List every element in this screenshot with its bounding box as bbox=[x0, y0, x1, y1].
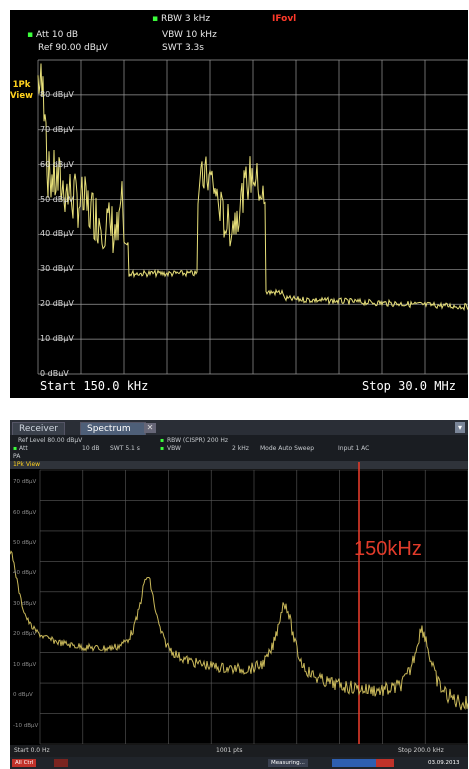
y-axis-label: 50 dBµV bbox=[13, 540, 37, 547]
ref-level-indicator: Ref 90.00 dBµV bbox=[38, 43, 108, 53]
spectrum-plot-top bbox=[37, 59, 468, 375]
y-axis-label: 60 dBµV bbox=[40, 159, 74, 169]
vbw-label: VBW bbox=[167, 445, 181, 452]
stop-frequency: Stop 30.0 MHz bbox=[362, 379, 456, 393]
y-axis-label: 0 dBµV bbox=[40, 369, 69, 378]
swt-value: SWT 5.1 s bbox=[110, 445, 140, 452]
y-axis-label: 40 dBµV bbox=[13, 570, 37, 577]
rbw-indicator: ▪ RBW 3 kHz bbox=[152, 14, 211, 24]
y-axis-label: 70 dBµV bbox=[13, 479, 37, 486]
green-dot-icon: ▪ bbox=[13, 445, 18, 452]
y-axis-label: 80 dBµV bbox=[40, 89, 74, 99]
att-value: 10 dB bbox=[82, 445, 100, 452]
status-bar: All Ctrl Measuring... 03.09.2013 bbox=[10, 757, 468, 769]
y-axis-label: 70 dBµV bbox=[40, 124, 74, 134]
green-dot-icon: ▪ bbox=[27, 30, 34, 40]
y-axis-label: 10 dBµV bbox=[13, 661, 37, 668]
spectrum-screen-bottom: Receiver Spectrum ✕ ▾ Ref Level 80.00 dB… bbox=[10, 420, 468, 769]
spectrum-screen-top: ▪ RBW 3 kHz IFovl ▪ Att 10 dB VBW 10 kHz… bbox=[10, 10, 468, 398]
ref-level: Ref Level 80.00 dBµV bbox=[18, 437, 83, 444]
trace-label: 1Pk bbox=[12, 80, 31, 90]
vbw-indicator: VBW 10 kHz bbox=[162, 30, 217, 40]
ifovl-warning: IFovl bbox=[272, 14, 297, 24]
pa-label: PA bbox=[13, 453, 21, 460]
spectrum-trace bbox=[37, 63, 468, 312]
swt-indicator: SWT 3.3s bbox=[162, 43, 204, 53]
tab-receiver[interactable]: Receiver bbox=[12, 422, 65, 436]
measurement-settings: Ref Level 80.00 dBµV ▪ Att 10 dB SWT 5.1… bbox=[10, 435, 468, 461]
window-menu-icon[interactable]: ▾ bbox=[455, 422, 465, 433]
marker-frequency-label: 150kHz bbox=[354, 538, 422, 560]
y-axis-label: 40 dBµV bbox=[40, 229, 74, 239]
status-left: All Ctrl bbox=[12, 759, 37, 767]
y-axis-label: 60 dBµV bbox=[13, 509, 37, 516]
y-axis-label: 30 dBµV bbox=[13, 600, 37, 607]
y-axis-label: -10 dBµV bbox=[13, 722, 39, 729]
y-axis-label: 30 dBµV bbox=[40, 264, 74, 274]
grid bbox=[37, 59, 468, 375]
y-axis-label: 20 dBµV bbox=[13, 631, 37, 638]
vbw-value: 2 kHz bbox=[232, 445, 249, 452]
status-date: 03.09.2013 bbox=[428, 760, 460, 766]
spectrum-plot-bottom bbox=[10, 462, 468, 745]
view-label: View bbox=[10, 91, 33, 101]
stop-frequency: Stop 200.0 kHz bbox=[398, 747, 444, 754]
mode-value: Mode Auto Sweep bbox=[260, 445, 314, 452]
tab-bar: Receiver Spectrum ✕ ▾ bbox=[10, 420, 468, 436]
frequency-span-bar: Start 150.0 kHz Stop 30.0 MHz bbox=[10, 376, 468, 398]
status-measuring: Measuring... bbox=[268, 759, 308, 767]
y-axis-label: 10 dBµV bbox=[40, 334, 74, 344]
tab-close-icon[interactable]: ✕ bbox=[144, 423, 156, 433]
status-indicator bbox=[54, 759, 68, 767]
rbw-value: RBW (CISPR) 200 Hz bbox=[167, 437, 229, 444]
start-frequency: Start 0.0 Hz bbox=[14, 747, 50, 754]
progress-bar bbox=[332, 759, 378, 767]
att-label: Att bbox=[19, 445, 28, 452]
trace-view-bar: 1Pk View bbox=[10, 461, 468, 469]
frequency-span-bar: Start 0.0 Hz 1001 pts Stop 200.0 kHz bbox=[10, 745, 468, 757]
grid bbox=[39, 469, 468, 745]
green-dot-icon: ▪ bbox=[160, 445, 165, 452]
sweep-points: 1001 pts bbox=[216, 747, 243, 754]
spectrum-trace bbox=[10, 550, 468, 711]
y-axis-label: 0 dBµV bbox=[13, 692, 33, 699]
trace-view-label: 1Pk View bbox=[13, 461, 41, 468]
att-indicator: ▪ Att 10 dB bbox=[27, 30, 79, 40]
green-dot-icon: ▪ bbox=[152, 14, 159, 24]
y-axis-label: 20 dBµV bbox=[40, 299, 74, 309]
y-axis-label: 50 dBµV bbox=[40, 194, 74, 204]
green-dot-icon: ▪ bbox=[160, 437, 165, 444]
trace-view-label: 1Pk View bbox=[10, 80, 33, 102]
status-flag bbox=[376, 759, 394, 767]
input-value: Input 1 AC bbox=[338, 445, 370, 452]
start-frequency: Start 150.0 kHz bbox=[40, 379, 149, 393]
